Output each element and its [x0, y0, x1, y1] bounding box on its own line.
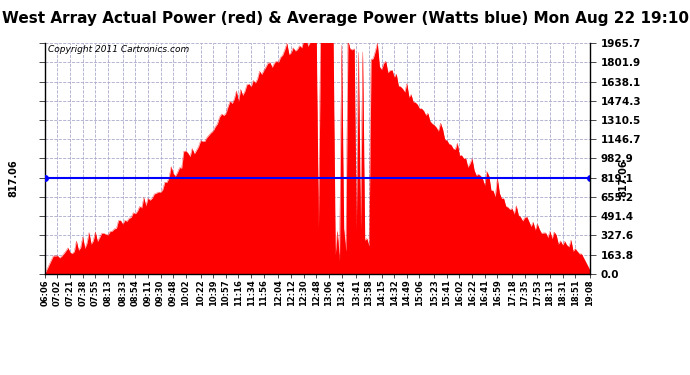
Text: Copyright 2011 Cartronics.com: Copyright 2011 Cartronics.com: [48, 45, 189, 54]
Text: 817.06: 817.06: [618, 159, 628, 197]
Text: West Array Actual Power (red) & Average Power (Watts blue) Mon Aug 22 19:10: West Array Actual Power (red) & Average …: [1, 11, 689, 26]
Text: 817.06: 817.06: [9, 159, 19, 197]
